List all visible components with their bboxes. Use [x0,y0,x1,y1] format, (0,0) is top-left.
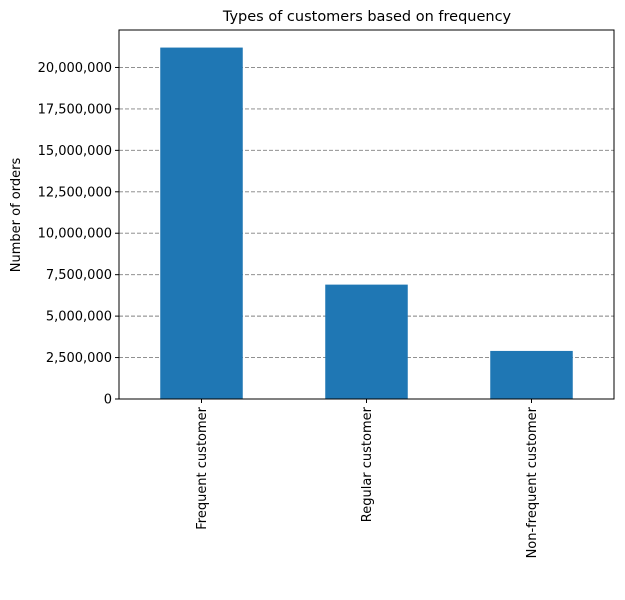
y-tick-label: 20,000,000 [38,61,112,76]
y-ticks: 0 2,500,000 5,000,000 7,500,000 10,000,000 12… [38,61,119,408]
y-tick-label: 15,000,000 [38,144,112,159]
y-tick-label: 2,500,000 [46,351,112,366]
bar [160,47,243,399]
chart-title: Types of customers based on frequency [222,9,512,25]
x-ticks: Frequent customer Regular customer Non-fre… [195,399,540,558]
y-tick-label: 10,000,000 [38,227,112,242]
x-tick-label: Frequent customer [195,406,210,529]
bar [490,350,573,399]
y-axis-label: Number of orders [9,158,24,273]
x-tick-label: Non-frequent customer [525,406,540,558]
y-tick-label: 17,500,000 [38,102,112,117]
bar [325,284,408,399]
y-tick-label: 7,500,000 [46,268,112,283]
bars [160,47,573,399]
y-tick-label: 0 [104,393,112,408]
y-tick-label: 5,000,000 [46,310,112,325]
y-tick-label: 12,500,000 [38,185,112,200]
x-tick-label: Regular customer [360,406,375,522]
